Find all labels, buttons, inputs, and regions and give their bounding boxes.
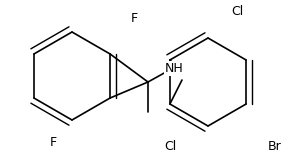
Text: F: F [49,136,57,149]
Text: Br: Br [268,140,282,153]
Text: NH: NH [165,62,183,75]
Text: Cl: Cl [231,5,243,18]
Text: Cl: Cl [164,140,176,153]
Text: F: F [131,11,138,24]
